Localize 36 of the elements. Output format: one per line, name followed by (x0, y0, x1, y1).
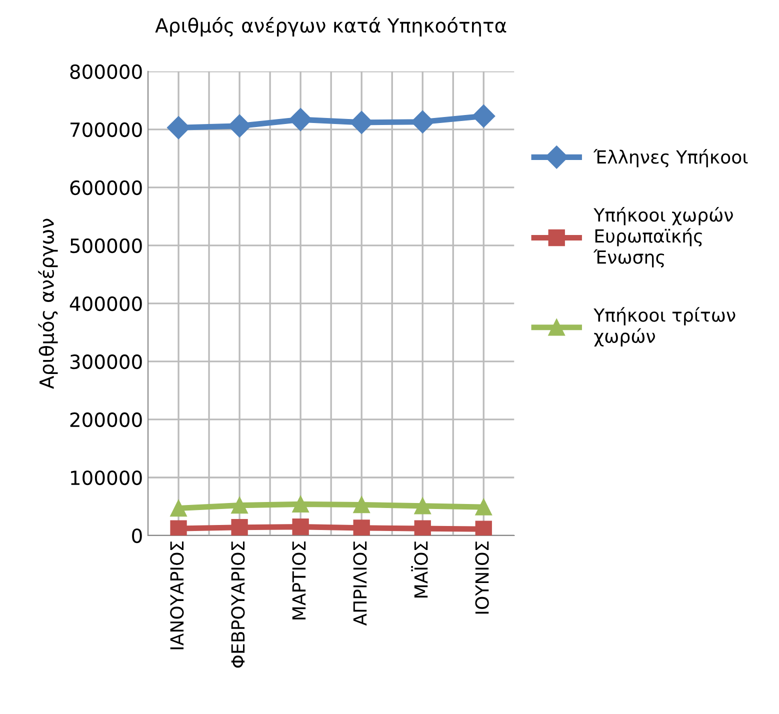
point (353, 520, 370, 536)
point (472, 104, 496, 128)
point (228, 114, 252, 138)
x-tick-label: ΦΕΒΡΟΥΑΡΙΟΣ (231, 542, 245, 668)
point (292, 496, 309, 513)
point (411, 110, 434, 134)
point (231, 519, 248, 536)
point (289, 108, 312, 132)
point (414, 498, 431, 514)
x-tick-label: ΙΑΝΟΥΑΡΙΟΣ (170, 542, 184, 650)
point (231, 497, 248, 514)
point (170, 520, 187, 536)
x-tick-label: ΑΠΡΙΛΙΟΣ (353, 542, 367, 626)
point (475, 498, 492, 516)
legend-label: Έλληνες Υπήκοοι (593, 149, 748, 168)
x-tick-label: ΜΑΡΤΙΟΣ (292, 542, 306, 620)
y-tick-label: 800000 (70, 64, 142, 80)
legend-label: Υπήκοοι χωρών Ευρωπαϊκής Ένωσης (593, 207, 733, 268)
point (292, 518, 309, 536)
chart-title: Αριθμός ανέργων κατά Υπηκοότητα (155, 16, 506, 37)
y-tick-label: 600000 (70, 180, 142, 196)
x-tick-label: ΙΟΥΝΙΟΣ (475, 542, 489, 614)
x-tick-label: ΜΑΪΟΣ (411, 542, 428, 598)
y-tick-label: 700000 (70, 122, 142, 138)
y-tick-label: 500000 (70, 238, 142, 254)
point (475, 520, 492, 536)
y-tick-label: 0 (132, 528, 142, 544)
y-tick-label: 300000 (70, 354, 142, 370)
point (170, 500, 187, 517)
y-tick-label: 400000 (70, 296, 142, 312)
y-tick-label: 100000 (71, 470, 142, 486)
point (414, 520, 431, 536)
y-axis-title: Αριθμός ανέργων (38, 218, 58, 389)
y-tick-label: 200000 (70, 412, 142, 428)
legend-label: Υπήκοοι τρίτων χωρών (594, 307, 736, 346)
point (353, 496, 370, 514)
